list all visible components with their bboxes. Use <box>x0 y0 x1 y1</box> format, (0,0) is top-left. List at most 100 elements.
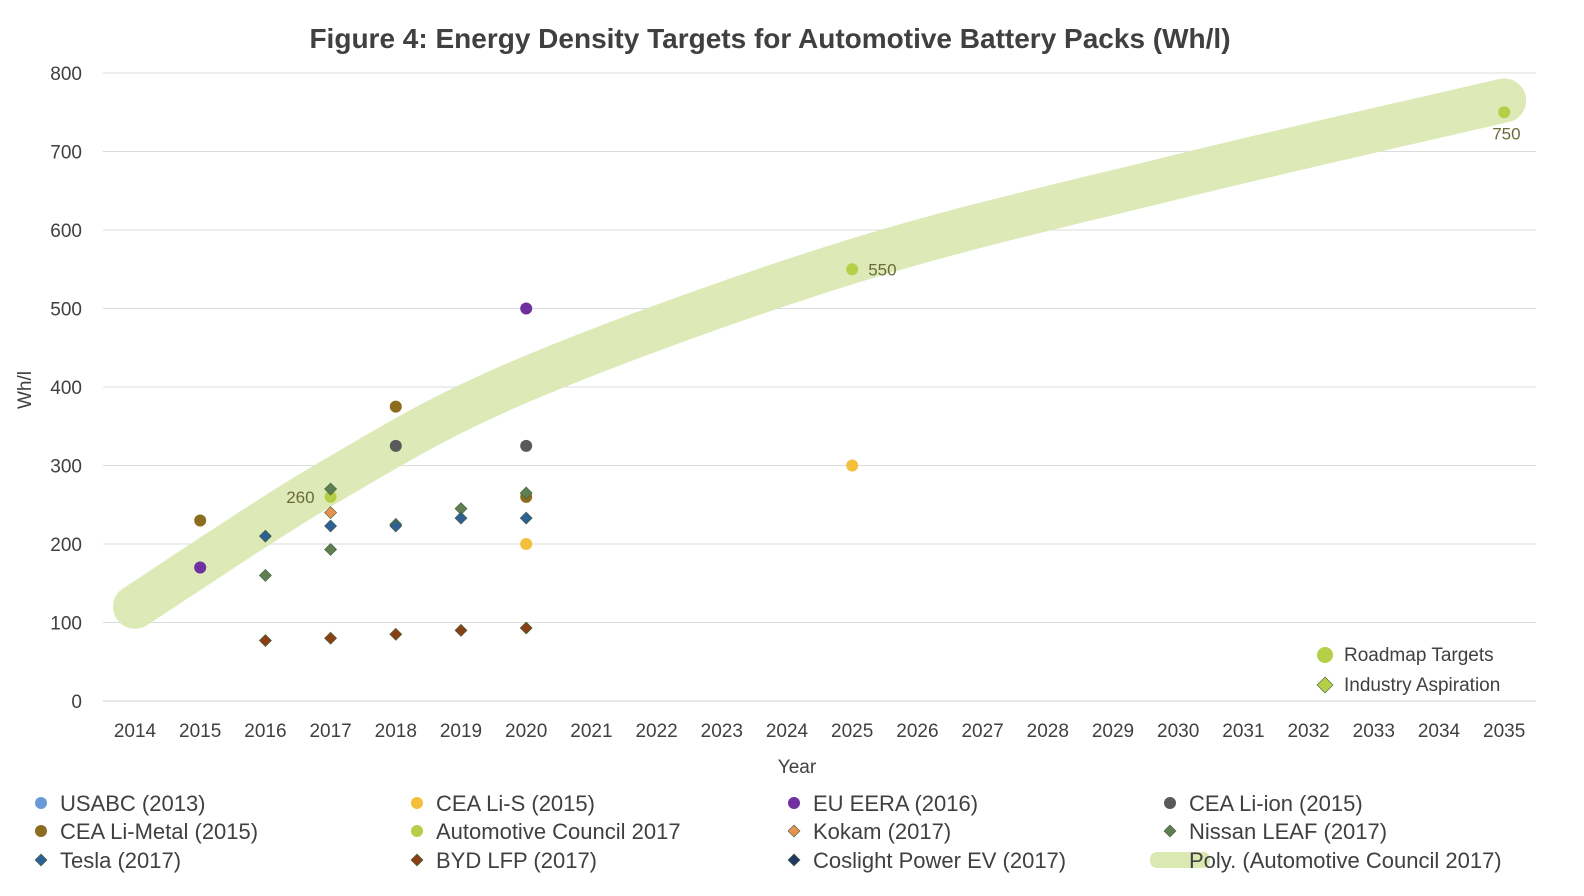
legend-marker <box>1163 824 1177 838</box>
legend-label: Automotive Council 2017 <box>436 819 681 844</box>
data-point <box>389 400 402 413</box>
y-tick-label: 500 <box>50 300 82 321</box>
legend-marker <box>411 825 423 837</box>
x-tick-label: 2022 <box>635 721 677 742</box>
legend-marker <box>410 853 424 867</box>
inner-legend-label: Roadmap Targets <box>1344 645 1494 666</box>
x-tick-label: 2018 <box>375 721 417 742</box>
legend-marker <box>411 797 423 809</box>
y-tick-label: 800 <box>50 64 82 85</box>
data-point <box>258 634 272 647</box>
legend-marker <box>788 797 800 809</box>
x-axis-title: Year <box>778 757 817 778</box>
data-point <box>389 627 403 641</box>
data-points <box>194 106 1511 647</box>
legend-marker <box>35 825 47 837</box>
legend-marker <box>35 797 47 809</box>
legend-label: Nissan LEAF (2017) <box>1189 819 1387 844</box>
data-point <box>846 459 859 472</box>
data-point <box>519 621 533 635</box>
data-point <box>324 519 338 533</box>
x-tick-label: 2025 <box>831 721 873 742</box>
data-label: 260 <box>286 488 314 507</box>
data-point <box>520 538 533 550</box>
y-tick-label: 700 <box>50 143 82 164</box>
x-tick-label: 2032 <box>1287 721 1329 742</box>
y-tick-label: 200 <box>50 535 82 556</box>
legend-label: EU EERA (2016) <box>813 791 978 816</box>
legend-marker <box>1150 852 1210 868</box>
data-point <box>1498 106 1511 119</box>
x-tick-label: 2034 <box>1418 721 1461 742</box>
x-tick-label: 2019 <box>440 721 482 742</box>
x-tick-label: 2035 <box>1483 721 1525 742</box>
legend-marker <box>787 824 801 838</box>
legend-marker <box>1164 797 1176 809</box>
legend-marker <box>34 853 48 867</box>
data-point <box>258 568 272 582</box>
data-label: 550 <box>868 260 896 279</box>
data-point <box>389 519 403 533</box>
data-point <box>454 511 468 525</box>
data-point <box>324 631 338 645</box>
data-point <box>324 482 338 496</box>
data-point <box>194 561 207 574</box>
data-point <box>194 514 207 527</box>
x-tick-label: 2026 <box>896 721 938 742</box>
x-tick-label: 2016 <box>244 721 286 742</box>
legend-label: Poly. (Automotive Council 2017) <box>1189 848 1502 873</box>
x-tick-label: 2021 <box>570 721 612 742</box>
trendline-band <box>113 78 1527 629</box>
data-point <box>519 511 533 525</box>
legend-label: CEA Li-ion (2015) <box>1189 791 1363 816</box>
y-tick-label: 300 <box>50 457 82 478</box>
x-tick-label: 2028 <box>1027 721 1069 742</box>
data-point <box>324 490 337 503</box>
data-point <box>258 529 272 543</box>
data-point <box>519 486 533 500</box>
x-axis-ticks: 2014 2015 2016 2017 2018 2019 2020 2021 2022 2023… <box>114 721 1525 742</box>
data-label: 750 <box>1492 124 1520 143</box>
y-tick-label: 600 <box>50 221 82 242</box>
legend-label: Kokam (2017) <box>813 819 951 844</box>
y-axis-title: Wh/l <box>15 371 36 409</box>
chart-title: Figure 4: Energy Density Targets for Aut… <box>309 23 1230 54</box>
y-tick-label: 100 <box>50 614 82 635</box>
inner-legend-marker <box>1316 676 1334 694</box>
x-tick-label: 2029 <box>1092 721 1134 742</box>
legend-label: BYD LFP (2017) <box>436 848 597 873</box>
y-tick-label: 400 <box>50 378 82 399</box>
legend-marker <box>787 853 801 867</box>
legend-label: CEA Li-S (2015) <box>436 791 595 816</box>
y-tick-label: 0 <box>71 692 82 713</box>
legend: USABC (2013) CEA Li-S (2015) EU EERA (2016… <box>34 791 1502 873</box>
legend-label: Coslight Power EV (2017) <box>813 848 1066 873</box>
data-point <box>520 439 533 452</box>
x-tick-label: 2031 <box>1222 721 1264 742</box>
data-point <box>520 302 533 315</box>
x-tick-label: 2015 <box>179 721 221 742</box>
x-tick-label: 2023 <box>701 721 743 742</box>
x-tick-label: 2024 <box>766 721 809 742</box>
data-point <box>846 263 859 276</box>
x-tick-label: 2033 <box>1353 721 1395 742</box>
x-tick-label: 2017 <box>309 721 351 742</box>
data-point <box>454 623 468 637</box>
data-labels: 260 550 750 <box>286 124 1520 507</box>
y-axis-ticks: 0 100 200 300 400 500 600 700 800 <box>50 64 82 713</box>
gridlines <box>103 72 1536 702</box>
legend-label: CEA Li-Metal (2015) <box>60 819 258 844</box>
data-point <box>324 506 338 520</box>
x-tick-label: 2030 <box>1157 721 1199 742</box>
x-tick-label: 2027 <box>961 721 1003 742</box>
x-tick-label: 2020 <box>505 721 547 742</box>
inner-legend-label: Industry Aspiration <box>1344 675 1500 696</box>
legend-label: USABC (2013) <box>60 791 206 816</box>
data-point <box>324 543 338 556</box>
inner-legend: Roadmap Targets Industry Aspiration <box>1316 645 1500 696</box>
inner-legend-marker <box>1317 647 1333 663</box>
trendline-layer <box>113 78 1527 629</box>
legend-label: Tesla (2017) <box>60 848 181 873</box>
